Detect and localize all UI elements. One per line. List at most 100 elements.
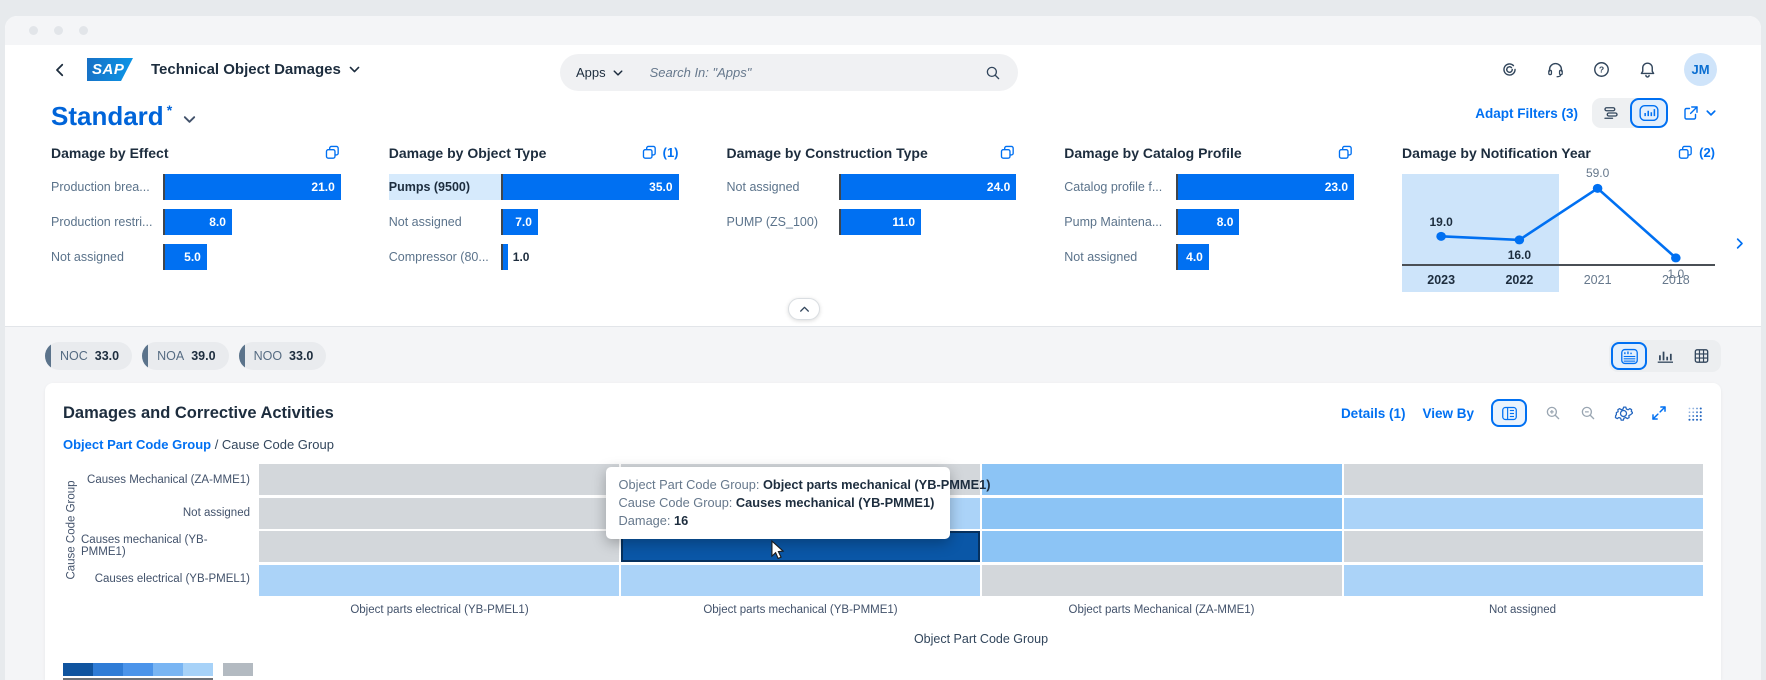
drilldown-icon[interactable] [1337, 144, 1354, 161]
chart-table-view-button[interactable] [1611, 342, 1647, 370]
app-title-menu[interactable]: Technical Object Damages [151, 61, 361, 78]
filter-cards: Damage by Effect Production brea... 21.0… [51, 144, 1715, 292]
help-button[interactable]: ? [1592, 60, 1611, 79]
bar-label: Not assigned [1064, 250, 1138, 264]
heatmap-cell[interactable] [1343, 497, 1703, 529]
settings-button[interactable] [1614, 404, 1633, 423]
heatmap-column-labels: Object parts electrical (YB-PMEL1) Object… [259, 604, 1703, 616]
chart-only-view-button[interactable] [1647, 342, 1683, 370]
scroll-right-button[interactable] [1732, 236, 1747, 256]
bar-row[interactable]: Catalog profile f... 23.0 [1064, 174, 1355, 200]
heatmap-row-label: Causes Mechanical (ZA-MME1) [87, 473, 250, 486]
year-x-label[interactable]: 2023 [1427, 273, 1456, 287]
heatmap-cell[interactable] [259, 497, 619, 529]
bar[interactable]: 8.0 [165, 209, 232, 235]
heatmap-cell[interactable] [620, 564, 980, 596]
variant-selector[interactable]: Standard * [51, 101, 172, 132]
kpi-token[interactable]: NOO 33.0 [238, 342, 327, 370]
bar[interactable]: 24.0 [840, 174, 1017, 200]
heatmap-cell[interactable] [982, 564, 1342, 596]
token-label: NOC [60, 349, 88, 363]
heatmap-cell[interactable] [982, 497, 1342, 529]
zoom-fit-button[interactable] [1685, 404, 1703, 422]
zoom-out-button[interactable] [1579, 404, 1597, 422]
search-scope-select[interactable]: Apps [576, 65, 624, 80]
share-menu[interactable] [1682, 104, 1717, 122]
bar-row[interactable]: Pumps (9500) 35.0 [388, 174, 679, 200]
back-button[interactable] [51, 61, 69, 79]
heatmap-cell[interactable] [259, 464, 619, 495]
bar[interactable]: 23.0 [1178, 174, 1355, 200]
heatmap-cell[interactable] [259, 531, 619, 562]
filter-chart-toggle [1592, 98, 1668, 128]
token-accent-bar [238, 342, 245, 370]
adapt-filters-link[interactable]: Adapt Filters (3) [1475, 105, 1578, 121]
year-x-label[interactable]: 2022 [1505, 273, 1534, 287]
selected-count-badge: (1) [662, 145, 679, 160]
year-line-chart[interactable]: 19.0 16.0 59.0 1.0 2023 2022 2021 2018 [1402, 166, 1715, 292]
bar-row[interactable]: Production brea... 21.0 [51, 174, 341, 200]
chevron-down-icon[interactable] [182, 112, 197, 127]
show-legend-button[interactable] [1491, 399, 1527, 427]
filter-card-title: Damage by Notification Year [1402, 144, 1591, 161]
year-x-label[interactable]: 2018 [1661, 273, 1690, 287]
bar[interactable]: 21.0 [165, 174, 341, 200]
bar[interactable]: 7.0 [502, 209, 538, 235]
browser-chrome [5, 16, 1761, 46]
bar[interactable]: 35.0 [502, 174, 679, 200]
filter-bar-view-button[interactable] [1592, 98, 1630, 128]
bar-row[interactable]: Not assigned 7.0 [389, 209, 679, 235]
support-button[interactable] [1546, 60, 1565, 79]
filter-card-title: Damage by Object Type [388, 144, 547, 161]
drilldown-icon[interactable] [1677, 144, 1694, 161]
user-avatar[interactable]: JM [1684, 53, 1717, 86]
kpi-token[interactable]: NOA 39.0 [142, 342, 229, 370]
bar-row[interactable]: Production restri... 8.0 [51, 209, 341, 235]
bar-row[interactable]: Not assigned 4.0 [1064, 244, 1354, 270]
year-x-labels: 2023 2022 2021 2018 [1402, 268, 1715, 292]
assistant-icon [1503, 63, 1516, 76]
year-x-label[interactable]: 2021 [1583, 273, 1612, 287]
heatmap-cell[interactable] [1343, 464, 1703, 495]
heatmap-cell[interactable] [1343, 531, 1703, 562]
filter-chart-card: Damage by Effect Production brea... 21.0… [51, 144, 341, 292]
assistant-button[interactable] [1500, 60, 1519, 79]
mouse-cursor [771, 540, 785, 560]
breadcrumb-link[interactable]: Object Part Code Group [63, 437, 212, 452]
bar-row[interactable]: Not assigned 24.0 [727, 174, 1017, 200]
question-icon: ? [1594, 62, 1609, 77]
search-bar[interactable]: Apps Search In: "Apps" [560, 54, 1018, 92]
bell-icon [1640, 62, 1655, 78]
drilldown-icon[interactable] [999, 144, 1016, 161]
fullscreen-button[interactable] [1650, 404, 1668, 422]
shell-header: SAP Technical Object Damages Apps Search… [5, 45, 1761, 94]
view-by-link[interactable]: View By [1422, 405, 1474, 421]
bar[interactable] [502, 244, 508, 270]
kpi-token[interactable]: NOC 33.0 [45, 342, 133, 370]
drilldown-icon[interactable] [324, 144, 341, 161]
heatmap-cell[interactable] [982, 531, 1342, 562]
table-only-view-button[interactable] [1683, 342, 1719, 370]
heatmap-cell[interactable] [259, 564, 619, 596]
heatmap-cell[interactable] [1343, 564, 1703, 596]
notifications-button[interactable] [1638, 60, 1657, 79]
details-link[interactable]: Details (1) [1340, 405, 1406, 421]
sap-logo[interactable]: SAP [87, 58, 133, 81]
drilldown-icon[interactable] [641, 144, 658, 161]
bar[interactable]: 11.0 [840, 209, 922, 235]
chart-view-button[interactable] [1630, 98, 1668, 128]
zoom-in-button[interactable] [1544, 404, 1562, 422]
bar-row[interactable]: Pump Maintena... 8.0 [1064, 209, 1354, 235]
filter-bar: Damage by Effect Production brea... 21.0… [5, 140, 1761, 326]
search-icon[interactable] [984, 64, 1002, 82]
bar-row[interactable]: Compressor (80... 1.0 [389, 244, 679, 270]
bar-row[interactable]: Not assigned 5.0 [51, 244, 341, 270]
heatmap-x-axis-title: Object Part Code Group [913, 632, 1049, 646]
bar[interactable]: 4.0 [1178, 244, 1209, 270]
bar[interactable]: 8.0 [1178, 209, 1240, 235]
bar[interactable]: 5.0 [165, 244, 207, 270]
search-input[interactable]: Search In: "Apps" [649, 65, 752, 81]
heatmap-cell[interactable] [982, 464, 1342, 495]
collapse-filter-bar-button[interactable] [788, 298, 821, 320]
bar-row[interactable]: PUMP (ZS_100) 11.0 [727, 209, 1017, 235]
